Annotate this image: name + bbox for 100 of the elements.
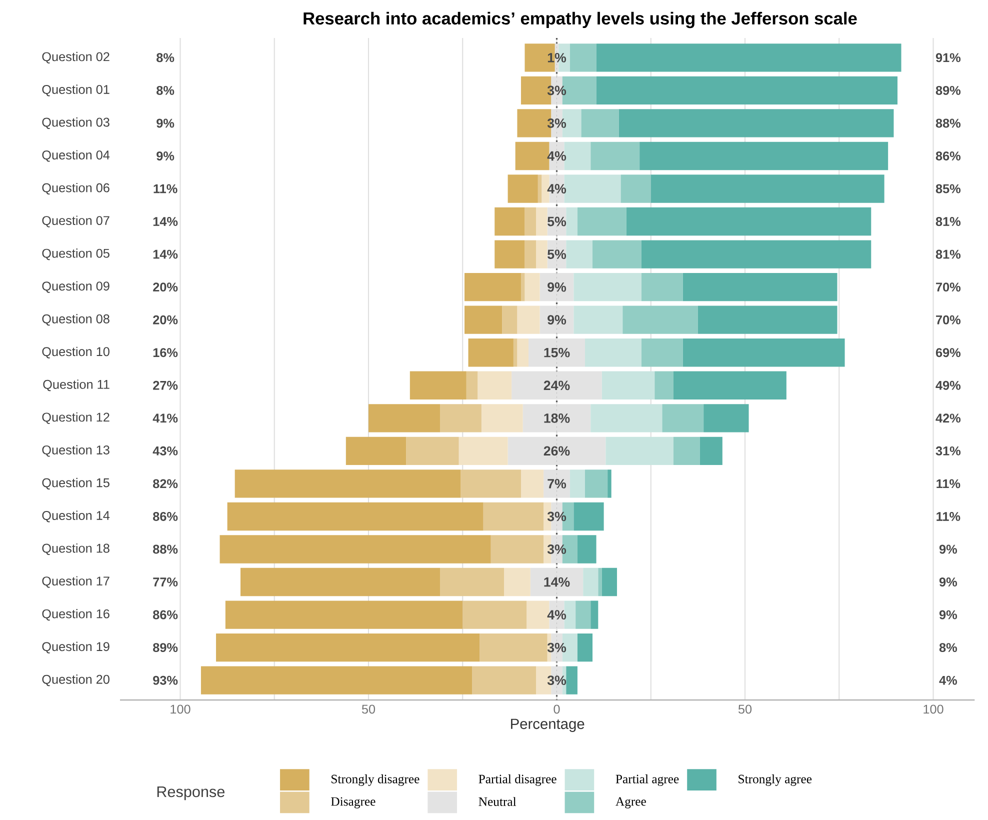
y-tick-label: Question 08 [42,314,110,326]
x-tick-label: 100 [170,704,190,714]
bar [216,633,480,662]
annotation: 9% [939,610,957,620]
annotation: 88% [153,544,178,554]
bar [564,174,621,203]
annotation: 9% [156,118,174,128]
annotation: 69% [936,348,961,358]
bar [481,404,523,432]
bar [566,207,578,236]
bar [480,633,548,662]
bar [704,404,749,432]
y-tick-label: Question 07 [42,216,110,228]
bar [606,436,674,466]
annotation: 41% [152,414,178,423]
x-axis-title: Percentage [511,718,584,732]
annotation: 3% [547,642,566,652]
legend-label: Strongly disagree [332,774,420,786]
bar [682,338,845,367]
chart-title: Research into academics’ empathy levels using the Jefferson scale [304,12,857,28]
annotation: 4% [547,610,566,620]
annotation: 9% [939,578,957,586]
bar [598,568,602,596]
annotation: 11% [936,512,960,521]
bar [494,207,525,236]
y-tick-label: Question 18 [42,543,110,556]
bar [673,436,700,466]
annotation: 24% [544,380,570,390]
bar [581,109,619,138]
annotation: 11% [936,479,960,488]
bar [574,306,623,334]
y-tick-label: Question 02 [42,52,110,64]
bar [590,142,640,170]
bar [227,502,484,531]
bar [564,600,576,629]
bar [566,240,593,268]
bar [584,338,642,367]
bar [583,568,598,596]
annotation: 42% [936,414,961,423]
annotation: 49% [936,380,961,390]
bar [654,371,674,400]
bar [577,535,596,564]
annotation: 31% [936,446,961,456]
legend-label: Neutral [478,797,516,806]
annotation: 88% [936,118,961,128]
legend-label: Partial disagree [478,774,556,786]
bar [517,338,529,367]
bar [641,338,683,367]
bar [462,600,527,629]
y-tick-label: Question 04 [42,150,110,162]
annotation: 8% [156,86,174,95]
bar [602,568,617,596]
y-tick-label: Question 19 [42,642,110,654]
annotation: 3% [547,544,566,554]
bar [524,272,540,302]
bar [536,207,548,236]
y-tick-label: Question 06 [42,182,110,195]
annotation: 9% [156,151,174,160]
y-tick-label: Question 11 [43,380,110,392]
bar [240,568,440,596]
annotation: 4% [939,676,957,685]
bar [225,600,463,629]
x-tick-label: 50 [362,704,376,714]
bar [410,371,466,400]
annotation: 20% [153,282,178,292]
annotation: 77% [153,578,178,586]
x-tick-label: 100 [924,704,944,714]
bar [576,600,591,629]
annotation: 14% [153,250,178,259]
annotation: 18% [544,413,570,423]
annotation: 9% [548,282,566,292]
bar [460,470,521,498]
bar [577,207,626,236]
bar [458,436,508,466]
annotation: 15% [544,348,570,358]
bar [596,76,898,105]
bar [517,306,540,334]
annotation: 5% [548,250,566,259]
bar [508,174,538,203]
legend-label: Strongly agree [738,774,812,786]
bar [570,470,585,498]
bar [640,142,888,170]
annotation: 86% [936,151,961,160]
bar [536,240,548,268]
annotation: 4% [547,184,566,194]
bar [524,207,536,236]
annotation: 91% [936,53,961,62]
y-tick-label: Question 12 [42,412,110,424]
bar [564,142,591,170]
bar [570,44,596,72]
legend-label: Partial agree [616,774,679,786]
y-tick-label: Question 13 [42,445,110,457]
annotation: 14% [544,577,570,587]
bar [234,470,461,498]
annotation: 70% [936,315,961,324]
bar [584,470,608,498]
legend-label: Agree [616,797,646,808]
annotation: 9% [939,544,957,554]
bar [662,404,704,432]
bar [698,306,838,334]
